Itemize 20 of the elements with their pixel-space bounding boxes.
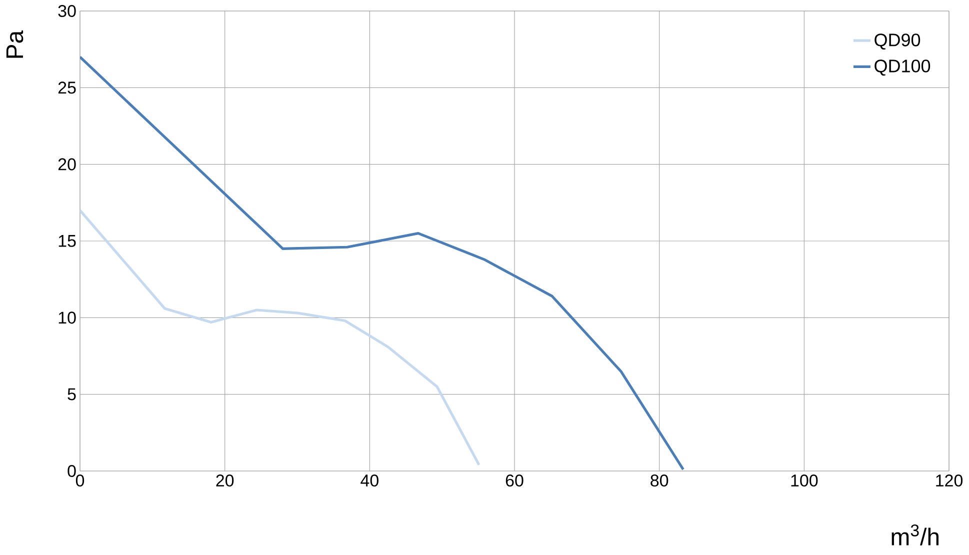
line-series (80, 209, 480, 466)
y-tick-label: 25 (58, 82, 76, 94)
y-tick-label: 20 (58, 158, 76, 170)
x-tick-label: 40 (360, 474, 378, 487)
legend-label: QD100 (874, 60, 930, 76)
y-tick-label: 0 (68, 464, 76, 478)
x-tick-label: 20 (216, 474, 234, 487)
x-tick-label: 120 (936, 474, 963, 487)
x-axis-title: m$^{3}$/h (892, 524, 938, 546)
x-tick-label: 80 (650, 474, 668, 487)
legend-label: QD90 (874, 34, 920, 50)
x-tick-label: 100 (791, 474, 818, 487)
y-tick-label: 10 (58, 312, 76, 324)
y-tick-label: 30 (58, 4, 76, 18)
x-tick-label: 60 (506, 474, 524, 487)
x-tick-label: 0 (76, 474, 84, 487)
y-tick-label: 15 (58, 235, 76, 247)
y-axis-title: Pa (6, 30, 24, 58)
y-tick-label: 5 (68, 388, 76, 400)
line-series (80, 56, 685, 471)
